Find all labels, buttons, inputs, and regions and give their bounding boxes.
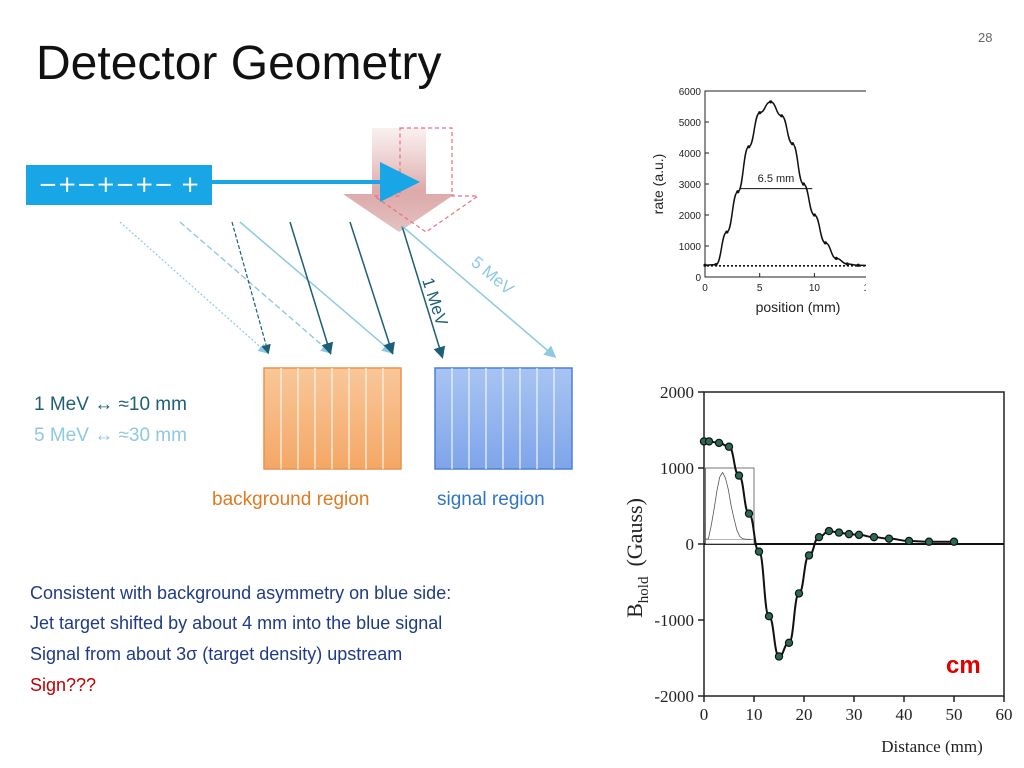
y-tick-label: 3000 <box>679 180 702 191</box>
data-point <box>724 442 734 451</box>
x-axis-label: position (mm) <box>756 299 841 315</box>
data-point <box>869 532 879 542</box>
y-tick-label: 0 <box>695 273 701 284</box>
y-axis-label-sub: hold <box>636 576 652 603</box>
background-region-label: background region <box>212 489 370 510</box>
background-detector <box>263 367 402 470</box>
data-point <box>812 213 817 217</box>
data-point <box>801 182 806 186</box>
data-point <box>764 611 774 621</box>
y-axis-label: rate (a.u.) <box>650 154 666 215</box>
y-axis-label-unit: (Gauss) <box>622 498 647 566</box>
y-tick-label: 1000 <box>679 242 702 253</box>
y-tick-label: 6000 <box>679 87 702 98</box>
data-point <box>784 638 794 647</box>
recoil-trajectories <box>119 221 557 359</box>
y-tick-label: 2000 <box>679 211 702 222</box>
label-1mev: 1 MeV <box>418 275 451 328</box>
data-point <box>823 241 827 245</box>
y-tick-label: -2000 <box>654 687 694 706</box>
data-point <box>754 547 764 556</box>
note-line-1: Consistent with background asymmetry on … <box>30 583 452 603</box>
data-point <box>845 262 849 266</box>
data-point <box>703 263 707 267</box>
x-tick-label: 0 <box>700 705 709 724</box>
beam-label-box: −+−+−+− + <box>26 165 212 205</box>
data-point <box>704 437 714 446</box>
signal-detector <box>434 367 573 470</box>
x-tick-label: 60 <box>996 705 1013 724</box>
legend-1mev: 1 MeV ↔ ≈10 mm <box>34 394 187 415</box>
x-tick-label: 5 <box>757 283 763 294</box>
x-tick-label: 20 <box>796 705 813 724</box>
inset-curve <box>705 471 752 540</box>
data-point <box>834 528 844 537</box>
slide-title: Detector Geometry <box>36 37 442 90</box>
data-point <box>884 534 894 543</box>
legend-5mev: 5 MeV ↔ ≈30 mm <box>34 425 187 446</box>
data-point <box>794 589 804 598</box>
y-tick-label: 4000 <box>679 149 702 160</box>
x-tick-label: 30 <box>846 705 863 724</box>
y-axis-label: Bhold (Gauss) <box>622 498 652 618</box>
note-line-2: Jet target shifted by about 4 mm into th… <box>30 613 443 633</box>
signal-region-label: signal region <box>437 489 545 510</box>
y-axis-label-main: B <box>622 603 647 618</box>
data-point <box>736 190 740 194</box>
page-number: 28 <box>978 30 993 45</box>
data-point <box>714 263 718 267</box>
note-line-3: Signal from about 3σ (target density) up… <box>30 644 403 664</box>
data-point <box>725 230 729 234</box>
y-tick-label: 2000 <box>660 383 694 402</box>
y-tick-label: 1000 <box>660 459 694 478</box>
data-point <box>834 256 838 260</box>
data-point <box>814 532 824 542</box>
fwhm-annotation: 6.5 mm <box>758 173 795 185</box>
x-tick-label: 40 <box>896 705 913 724</box>
x-tick-label: 10 <box>746 705 763 724</box>
data-point <box>904 536 914 546</box>
series-line <box>704 440 954 658</box>
data-point <box>747 145 751 149</box>
y-tick-label: 5000 <box>679 118 702 129</box>
data-point <box>844 529 854 539</box>
data-point <box>790 142 795 146</box>
data-point <box>769 100 773 104</box>
data-point <box>734 471 744 480</box>
data-point <box>714 438 724 448</box>
data-point <box>854 530 864 540</box>
x-tick-label: 15 <box>864 283 866 294</box>
geometry-diagram: 1 MeV 5 MeV <box>119 127 573 470</box>
data-point <box>856 263 860 267</box>
cm-annotation: cm <box>946 652 981 679</box>
data-point <box>924 537 934 546</box>
rate-position-chart: 0 1000 2000 3000 4000 5000 6000 0 5 10 15 position… <box>650 87 866 315</box>
note-line-4: Sign??? <box>30 675 97 695</box>
data-point <box>949 537 959 546</box>
data-point <box>758 111 762 115</box>
data-point <box>824 526 834 536</box>
bhold-distance-chart: -2000 -1000 0 1000 2000 0 10 20 30 40 50 60 Distanc… <box>622 383 1013 756</box>
x-tick-label: 0 <box>702 283 708 294</box>
data-point <box>779 114 784 118</box>
x-tick-label: 50 <box>946 705 963 724</box>
data-point <box>774 652 784 661</box>
y-tick-label: 0 <box>686 535 695 554</box>
label-5mev: 5 MeV <box>467 253 517 300</box>
x-tick-label: 10 <box>809 283 821 294</box>
data-point <box>744 509 754 518</box>
y-tick-label: -1000 <box>654 611 694 630</box>
x-axis-label: Distance (mm) <box>881 737 983 756</box>
data-point <box>804 551 814 560</box>
